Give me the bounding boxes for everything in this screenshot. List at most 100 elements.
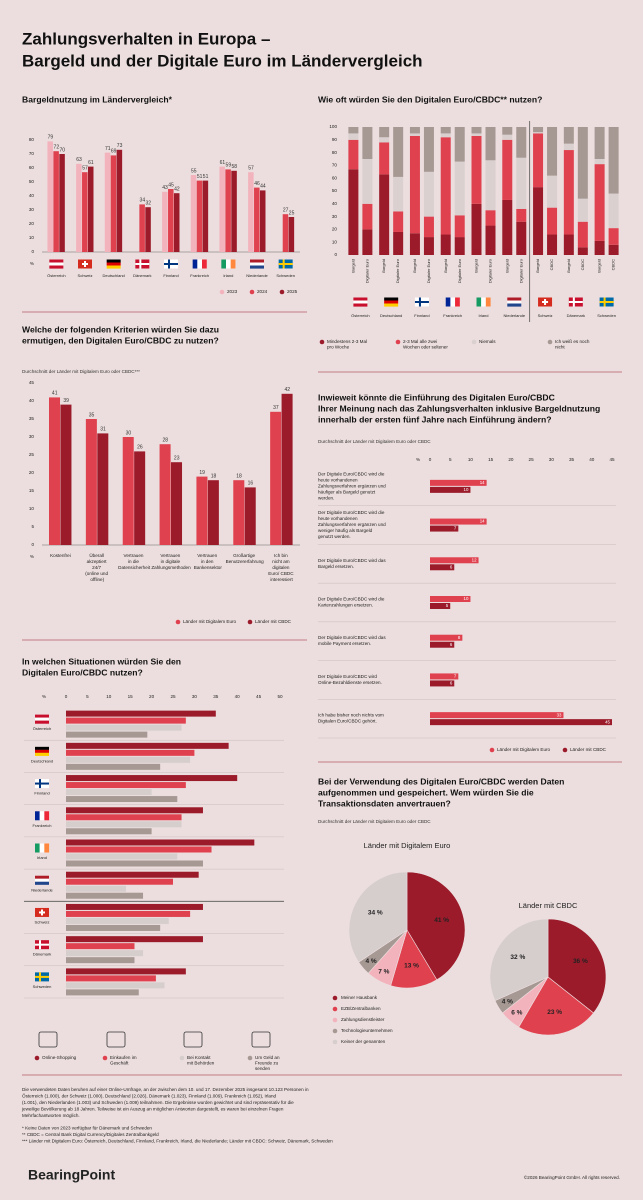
x-tick-label: Vertrauen in digitale Zahlungsmethoden <box>151 553 191 570</box>
x-tick-label: Deutschland <box>103 273 125 278</box>
y-tick-label: 0 <box>31 249 34 254</box>
bar <box>244 487 256 545</box>
bar <box>430 596 471 602</box>
bar <box>196 476 208 545</box>
y-tick-label: 60 <box>29 165 35 170</box>
bar <box>66 982 165 989</box>
flag <box>202 259 207 269</box>
group-label: Österreich <box>351 313 369 318</box>
flag <box>414 301 429 303</box>
flag <box>445 297 451 307</box>
flag <box>353 300 368 304</box>
bar-segment <box>502 134 513 140</box>
data-label: 36 % <box>573 958 588 965</box>
bar-segment <box>393 176 404 212</box>
pie-slice <box>518 976 594 1036</box>
x-tick-label: CBDC <box>549 259 554 270</box>
flag <box>39 843 45 853</box>
bar <box>66 936 203 943</box>
bar <box>116 149 123 252</box>
legend-swatch <box>332 995 338 1001</box>
x-tick-label: Großartige Benutzererfahrung <box>226 553 264 564</box>
data-label: 43 <box>162 185 168 191</box>
pie-slice <box>348 871 408 963</box>
x-tick-label: Finnland <box>163 273 178 278</box>
bar <box>66 943 135 950</box>
flag <box>35 782 49 785</box>
bar-segment <box>533 132 544 134</box>
y-tick-label: 30 <box>29 207 35 212</box>
legend-swatch <box>395 339 401 345</box>
flag <box>226 259 231 269</box>
bar-segment <box>577 198 588 222</box>
bar-segment <box>502 199 513 255</box>
flag <box>35 881 49 885</box>
bar <box>53 151 59 252</box>
x-tick-label: Ich bin nicht am digitalen Euro/ CBDC in… <box>268 553 295 582</box>
x-tick-label: Vertrauen in den Bankensektor <box>194 553 223 570</box>
bar <box>430 603 451 609</box>
flag <box>353 303 368 307</box>
chart-title: Ihrer Meinung nach das Zahlungsverhalten… <box>318 403 600 413</box>
flag <box>44 843 50 853</box>
group-label: Schweiz <box>538 313 553 318</box>
x-tick-label: Dänemark <box>133 273 151 278</box>
legend-swatch <box>249 289 255 295</box>
chart-title: innerhalb der ersten fünf Jahre nach Ein… <box>318 414 552 424</box>
bar <box>171 462 183 545</box>
bar <box>225 169 231 252</box>
flag <box>384 297 399 301</box>
bar-segment <box>516 221 527 255</box>
bar <box>82 172 88 252</box>
bar <box>66 846 212 853</box>
y-tick-label: 40 <box>29 193 35 198</box>
chart-title: ermutigen, den Digitalen Euro/CBDC zu nu… <box>22 335 219 345</box>
flag <box>35 749 49 753</box>
data-label: 12 <box>472 557 477 562</box>
data-label: 34 <box>140 198 146 204</box>
y-tick-label: 20 <box>29 221 35 226</box>
chart-title: Bei der Verwendung des Digitalen Euro/CB… <box>318 776 564 786</box>
data-label: 41 % <box>434 917 449 924</box>
bar-segment <box>594 164 605 241</box>
bar <box>66 775 238 782</box>
data-label: 45 <box>605 719 610 724</box>
bar <box>66 903 203 910</box>
bar <box>66 756 191 763</box>
bar-segment <box>485 160 496 211</box>
flag <box>39 911 45 914</box>
legend-label: Bei Kontakt mit Behörden <box>187 1055 215 1066</box>
x-tick-label: Digitaler Euro <box>488 258 493 283</box>
group-label: Finnland <box>414 313 429 318</box>
legend-swatch <box>247 1055 253 1061</box>
y-tick-label: 70 <box>332 163 338 168</box>
x-tick-label: 30 <box>192 694 198 699</box>
group-label: Dänemark <box>567 313 585 318</box>
data-label: 33 <box>557 712 562 717</box>
legend-label: Meiner Hausbank <box>341 995 378 1000</box>
data-label: 42 <box>285 387 291 393</box>
x-tick-label: 35 <box>569 457 575 462</box>
bar <box>430 564 455 571</box>
data-label: 39 <box>63 398 69 404</box>
bar-segment <box>563 150 574 235</box>
x-tick-label: Überall akzeptiert 24/7 (online und offl… <box>85 552 109 582</box>
bar <box>76 163 82 252</box>
y-tick-label: 50 <box>29 179 35 184</box>
bar-segment <box>563 234 574 255</box>
flag <box>82 263 88 265</box>
bar <box>207 480 219 545</box>
bar <box>259 190 266 252</box>
bar <box>66 828 152 835</box>
y-tick-label: 15 <box>29 488 35 493</box>
y-tick-label: Der Digitale Euro/CBDC wird Online-Bezah… <box>318 674 382 685</box>
chart-title: Wie oft würden Sie den Digitalen Euro/CB… <box>318 94 542 104</box>
flag <box>230 259 236 269</box>
y-tick-label: Dänemark <box>33 952 51 957</box>
pie-slice <box>489 918 549 1002</box>
bar <box>66 968 186 975</box>
bar <box>66 807 203 814</box>
data-label: 7 <box>454 526 457 531</box>
bar-segment <box>440 234 451 255</box>
